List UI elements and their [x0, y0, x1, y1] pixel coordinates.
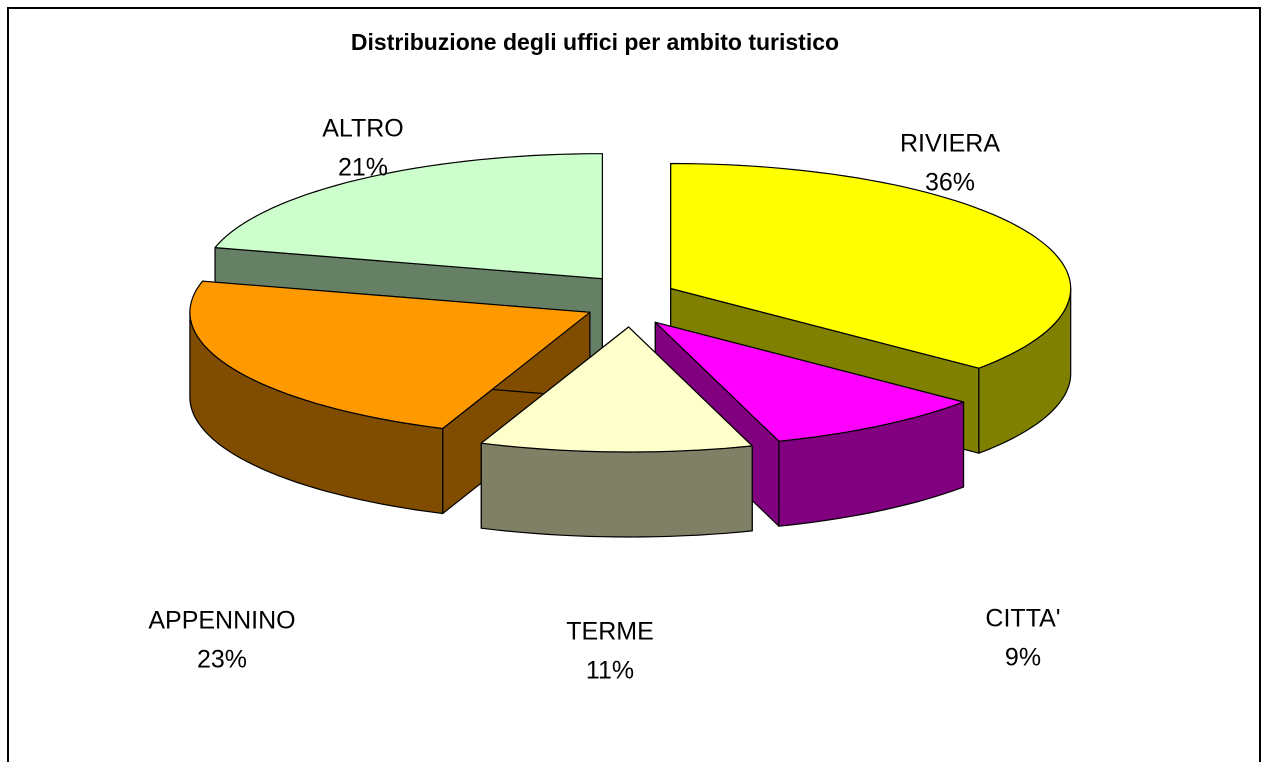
- slice: [480, 326, 753, 453]
- slice-value-label: 21%: [338, 154, 388, 182]
- slice: [654, 321, 965, 442]
- slice-label: RIVIERA: [900, 130, 1000, 158]
- slice: [214, 153, 603, 280]
- slice-side: [480, 442, 753, 538]
- slice-value-label: 11%: [586, 657, 634, 685]
- slice-value-label: 23%: [197, 646, 247, 674]
- slice: [189, 280, 591, 430]
- chart-title: Distribuzione degli uffici per ambito tu…: [351, 29, 839, 55]
- slice-label: ALTRO: [322, 115, 404, 143]
- slice-label: TERME: [566, 618, 654, 646]
- slice-label: APPENNINO: [148, 607, 295, 635]
- slice-label: CITTA': [985, 605, 1060, 633]
- slice: [670, 162, 1072, 369]
- slice-value-label: 36%: [925, 169, 975, 197]
- slice-value-label: 9%: [1005, 644, 1041, 672]
